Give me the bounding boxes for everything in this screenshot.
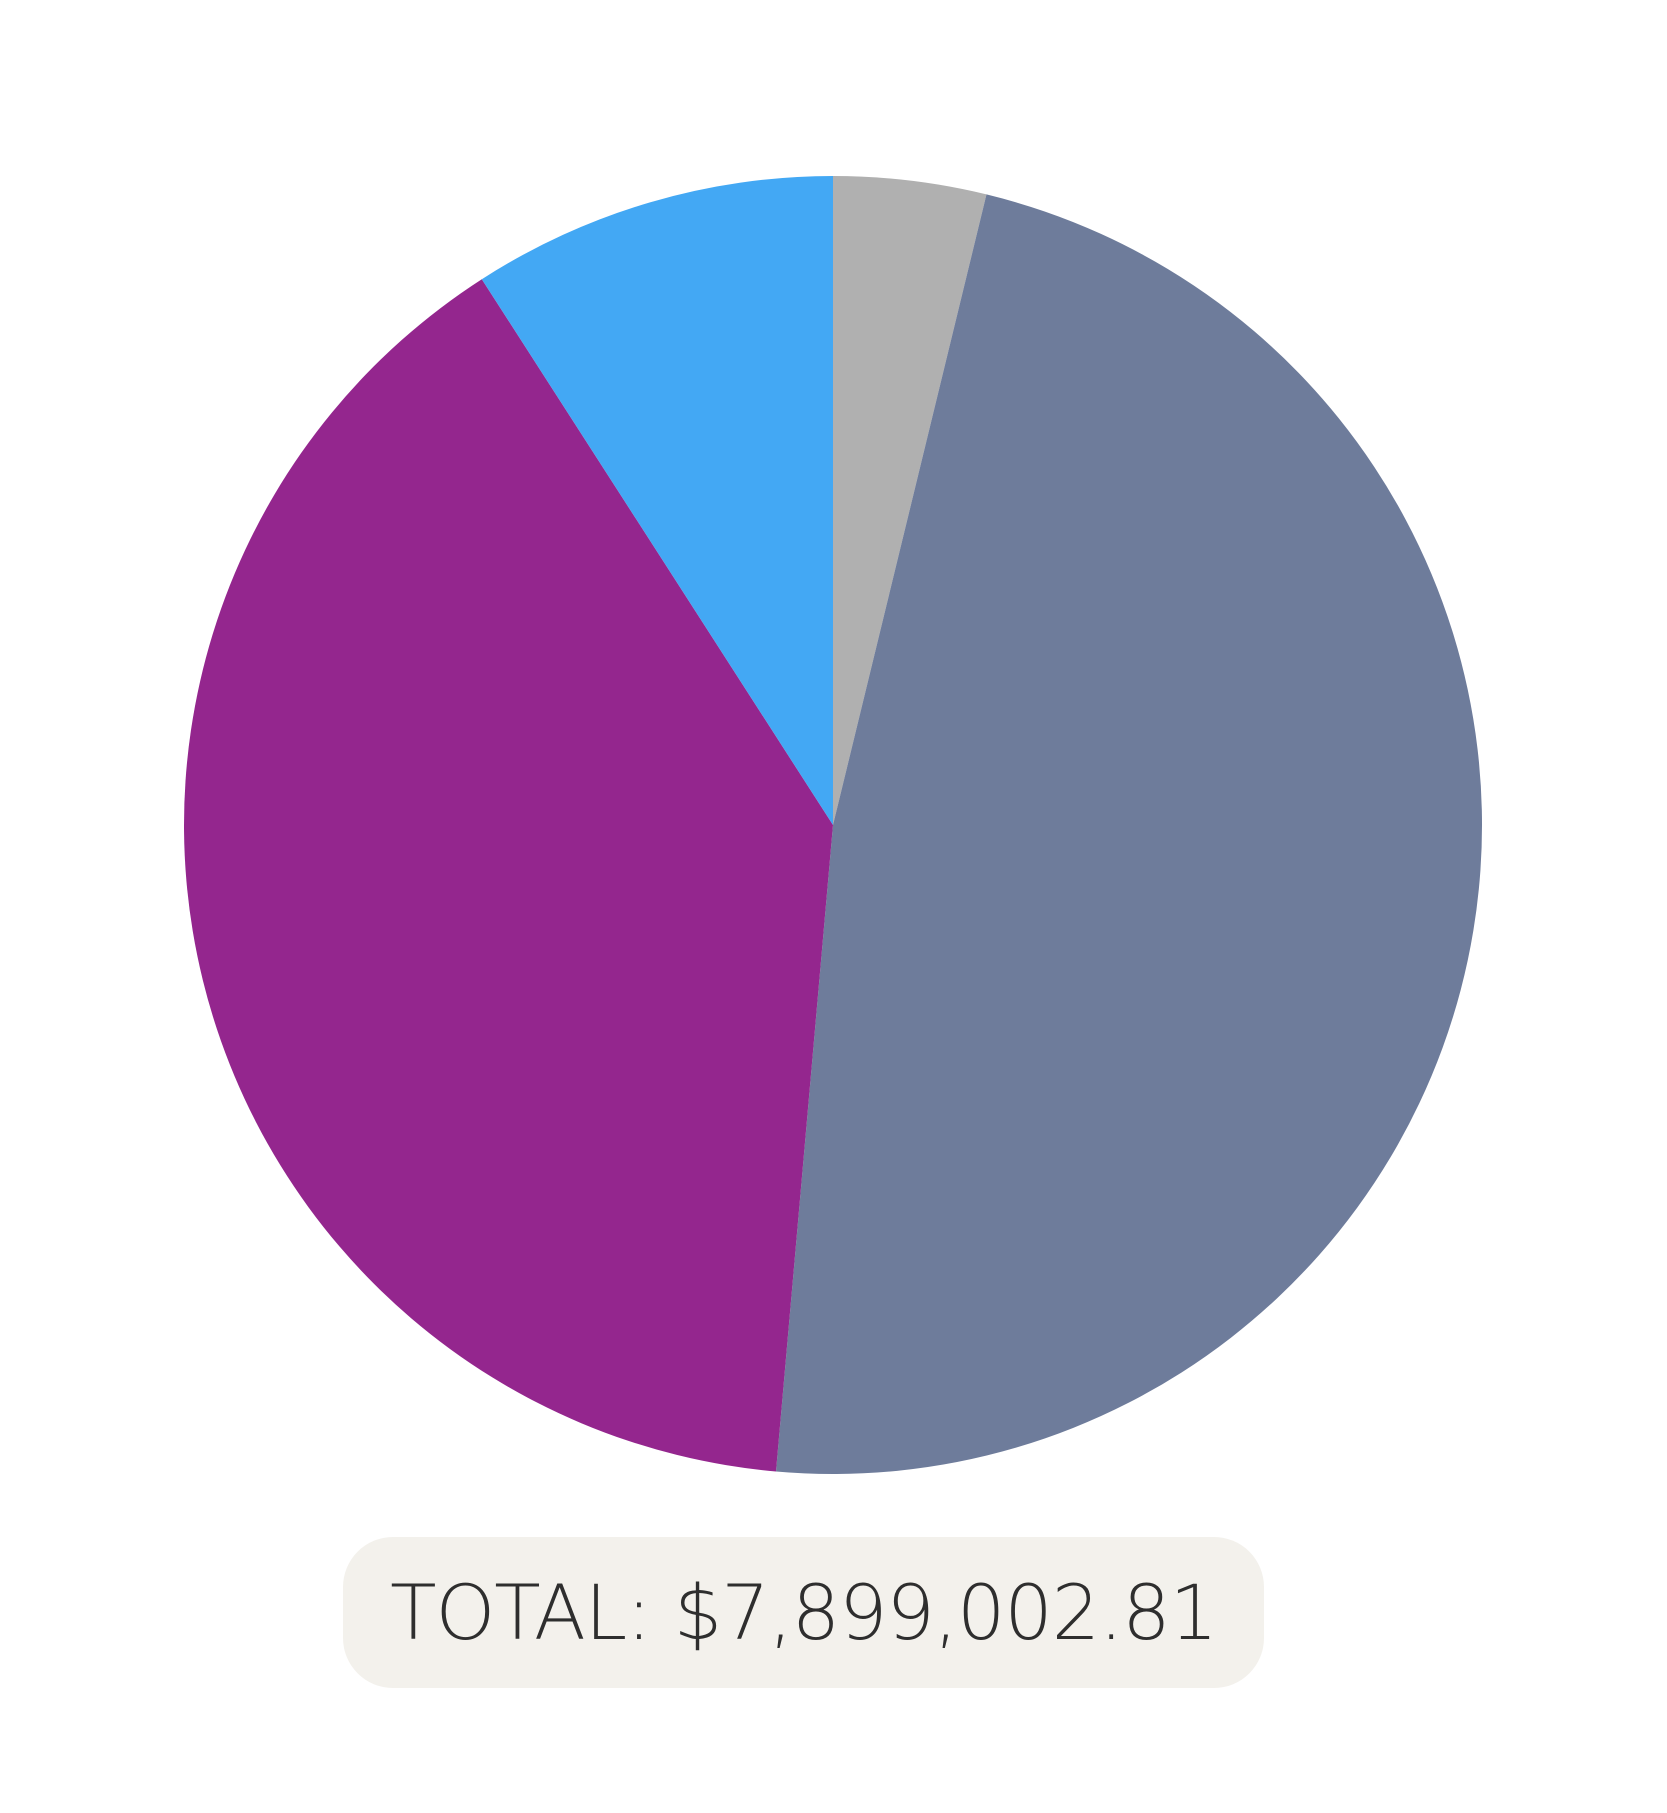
pie-slice-3 xyxy=(184,279,833,1472)
pie-slice-4 xyxy=(481,176,833,825)
pie-slice-2 xyxy=(775,194,1483,1475)
total-badge: TOTAL: $7,899,002.81 xyxy=(343,1537,1264,1688)
pie-slices xyxy=(184,176,1483,1475)
total-label: TOTAL: $7,899,002.81 xyxy=(390,1568,1218,1657)
pie-slice-1 xyxy=(833,176,987,825)
